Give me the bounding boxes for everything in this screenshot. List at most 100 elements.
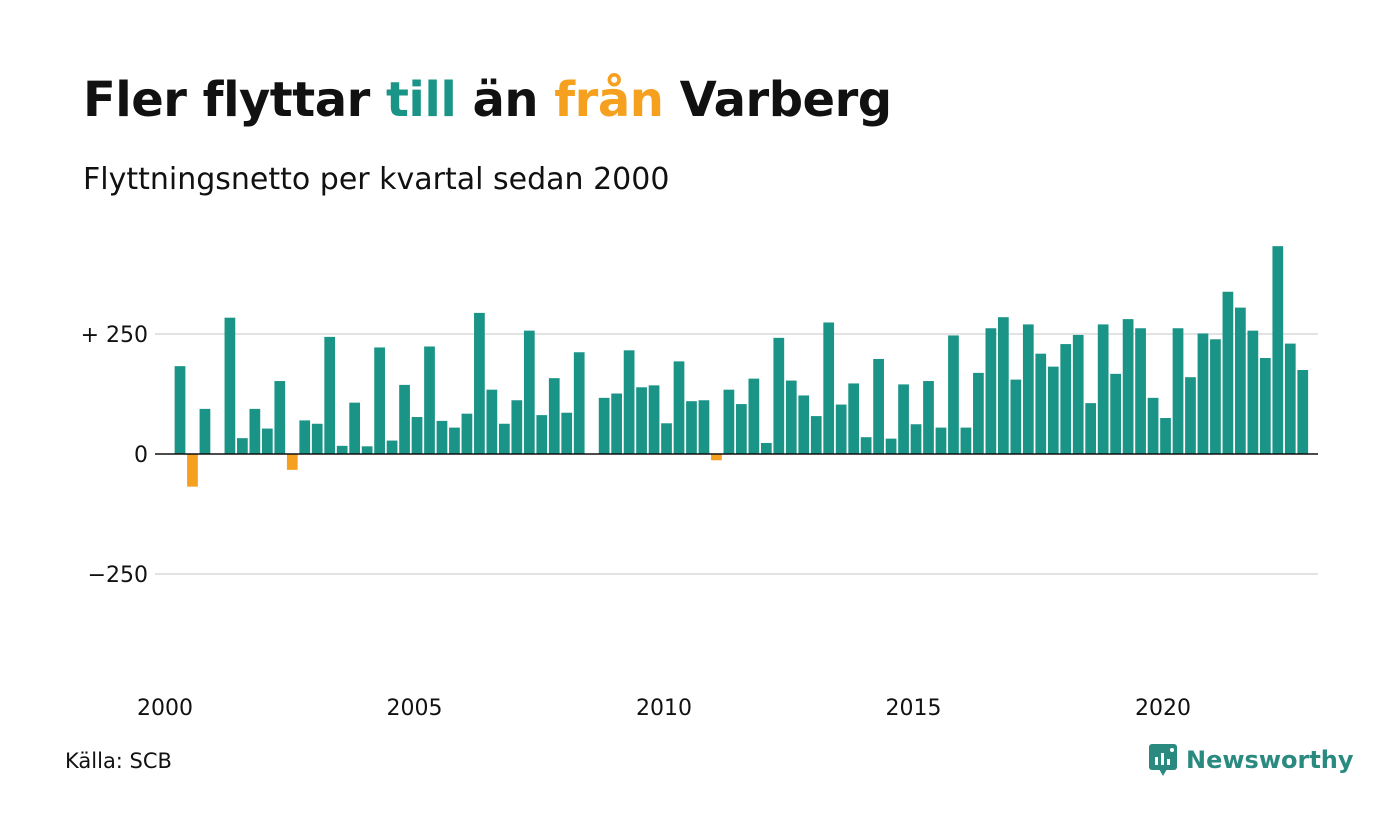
- bar: [237, 438, 248, 454]
- chart-subtitle: Flyttningsnetto per kvartal sedan 2000: [83, 162, 670, 197]
- bar: [648, 385, 660, 454]
- bar: [461, 413, 473, 454]
- bar: [960, 427, 972, 454]
- bar: [1047, 366, 1059, 454]
- x-tick-label: 2010: [636, 696, 692, 721]
- x-tick-label: 2005: [387, 696, 443, 721]
- bar: [511, 400, 523, 454]
- bar: [623, 350, 635, 454]
- bar-chart: + 250 0 −250 2000 2005 2010 2015 2020: [81, 246, 1318, 721]
- brand-name: Newsworthy: [1186, 746, 1354, 774]
- bar: [386, 440, 398, 454]
- bar: [1072, 334, 1084, 454]
- bar: [873, 358, 884, 454]
- bar: [1122, 319, 1134, 454]
- bar: [661, 423, 672, 454]
- bar: [910, 424, 922, 454]
- bar: [1060, 344, 1072, 454]
- bar: [798, 395, 810, 454]
- bar: [673, 361, 685, 454]
- bar: [1185, 377, 1196, 454]
- source-label: Källa: SCB: [65, 749, 172, 773]
- bar: [274, 381, 286, 454]
- bar: [1197, 333, 1209, 454]
- bar: [1110, 373, 1121, 454]
- x-tick-label: 2020: [1135, 696, 1191, 721]
- bar: [474, 312, 485, 454]
- bar: [773, 337, 785, 454]
- bar: [611, 393, 622, 454]
- bar: [948, 335, 959, 454]
- title-part-till: till: [385, 72, 457, 128]
- bar: [1235, 307, 1246, 454]
- y-tick-label: 0: [134, 443, 148, 468]
- bar: [1010, 379, 1022, 454]
- bar: [898, 384, 909, 454]
- bar: [935, 427, 947, 454]
- bar: [723, 389, 735, 454]
- chart-title: Fler flyttar till än från Varberg: [83, 72, 892, 128]
- title-part-fran: från: [554, 72, 664, 128]
- bar: [823, 322, 835, 454]
- bar: [187, 454, 198, 487]
- bar: [449, 427, 460, 454]
- bar: [436, 420, 448, 454]
- bar: [848, 383, 860, 454]
- bar: [810, 416, 822, 454]
- bar: [1247, 330, 1259, 454]
- x-tick-label: 2015: [886, 696, 942, 721]
- bar: [1272, 246, 1284, 454]
- newsworthy-logo-icon: [1149, 744, 1177, 776]
- bar: [1259, 358, 1271, 454]
- bar: [598, 397, 610, 454]
- bar: [424, 346, 435, 454]
- bar: [1135, 328, 1146, 454]
- bar: [760, 442, 772, 454]
- bar: [498, 423, 510, 454]
- bar: [324, 336, 336, 454]
- bar: [835, 404, 847, 454]
- bar: [261, 428, 273, 454]
- bar: [573, 352, 585, 454]
- bar: [561, 412, 573, 454]
- bar: [1284, 343, 1296, 454]
- y-tick-label: −250: [88, 563, 148, 588]
- bar: [973, 372, 984, 454]
- bar: [1085, 403, 1097, 454]
- bar: [736, 404, 747, 454]
- bar: [785, 380, 797, 454]
- bar: [636, 387, 647, 454]
- y-tick-label: + 250: [81, 323, 148, 348]
- bar: [311, 423, 323, 454]
- bar: [1297, 370, 1309, 454]
- bar: [1035, 353, 1047, 454]
- bar: [548, 378, 560, 454]
- bar: [748, 378, 760, 454]
- bar: [249, 408, 261, 454]
- bar: [923, 381, 934, 454]
- bar: [399, 384, 410, 454]
- bar: [1147, 397, 1159, 454]
- bar: [1222, 291, 1234, 454]
- bar: [199, 408, 211, 454]
- bar: [523, 330, 535, 454]
- bar: [486, 389, 498, 454]
- bar: [860, 437, 872, 454]
- bar: [1022, 324, 1034, 454]
- bar: [1160, 418, 1171, 454]
- title-part-5: Varberg: [663, 72, 893, 128]
- bar: [686, 401, 697, 454]
- bar: [1210, 339, 1221, 454]
- title-part-3: än: [456, 72, 555, 128]
- bar: [698, 400, 710, 454]
- x-tick-label: 2000: [137, 696, 193, 721]
- bar: [1172, 328, 1184, 454]
- bar: [711, 454, 722, 461]
- bar: [174, 366, 186, 454]
- bar: [361, 446, 373, 454]
- bar: [997, 317, 1009, 454]
- bar: [336, 445, 348, 454]
- brand-logo: Newsworthy: [1148, 742, 1354, 778]
- bar: [286, 454, 298, 470]
- bar: [985, 328, 997, 454]
